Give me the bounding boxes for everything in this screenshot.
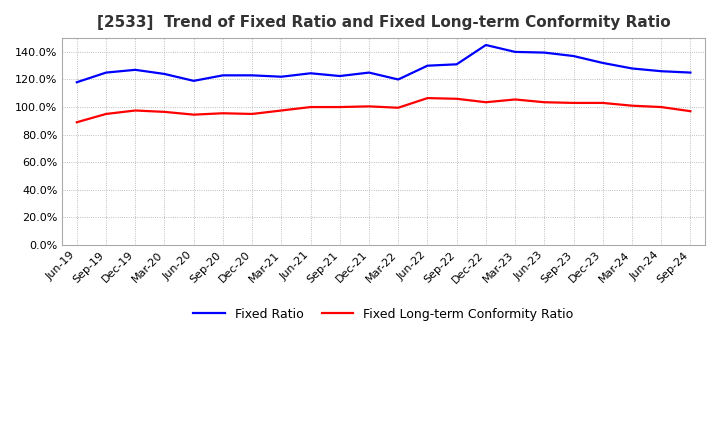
Fixed Ratio	[73, 80, 81, 85]
Fixed Long-term Conformity Ratio	[394, 105, 402, 110]
Fixed Long-term Conformity Ratio	[686, 109, 695, 114]
Fixed Long-term Conformity Ratio	[510, 97, 519, 102]
Fixed Ratio	[248, 73, 256, 78]
Fixed Ratio	[160, 71, 168, 77]
Fixed Ratio	[219, 73, 228, 78]
Fixed Long-term Conformity Ratio	[306, 104, 315, 110]
Fixed Ratio	[102, 70, 110, 75]
Fixed Ratio	[657, 69, 665, 74]
Fixed Long-term Conformity Ratio	[657, 104, 665, 110]
Fixed Long-term Conformity Ratio	[365, 104, 374, 109]
Fixed Long-term Conformity Ratio	[423, 95, 432, 101]
Fixed Long-term Conformity Ratio	[102, 111, 110, 117]
Fixed Ratio	[452, 62, 461, 67]
Fixed Long-term Conformity Ratio	[248, 111, 256, 117]
Fixed Long-term Conformity Ratio	[482, 99, 490, 105]
Fixed Ratio	[510, 49, 519, 55]
Fixed Ratio	[570, 53, 578, 59]
Fixed Ratio	[482, 42, 490, 48]
Fixed Long-term Conformity Ratio	[219, 110, 228, 116]
Line: Fixed Ratio: Fixed Ratio	[77, 45, 690, 82]
Title: [2533]  Trend of Fixed Ratio and Fixed Long-term Conformity Ratio: [2533] Trend of Fixed Ratio and Fixed Lo…	[96, 15, 670, 30]
Fixed Long-term Conformity Ratio	[277, 108, 286, 113]
Fixed Ratio	[131, 67, 140, 73]
Fixed Long-term Conformity Ratio	[628, 103, 636, 108]
Fixed Ratio	[365, 70, 374, 75]
Fixed Long-term Conformity Ratio	[570, 100, 578, 106]
Fixed Long-term Conformity Ratio	[73, 120, 81, 125]
Fixed Long-term Conformity Ratio	[160, 109, 168, 114]
Fixed Ratio	[336, 73, 344, 79]
Fixed Long-term Conformity Ratio	[598, 100, 607, 106]
Fixed Long-term Conformity Ratio	[336, 104, 344, 110]
Fixed Ratio	[423, 63, 432, 68]
Fixed Ratio	[598, 60, 607, 66]
Fixed Ratio	[394, 77, 402, 82]
Line: Fixed Long-term Conformity Ratio: Fixed Long-term Conformity Ratio	[77, 98, 690, 122]
Fixed Long-term Conformity Ratio	[189, 112, 198, 117]
Fixed Ratio	[277, 74, 286, 79]
Fixed Long-term Conformity Ratio	[452, 96, 461, 102]
Fixed Long-term Conformity Ratio	[540, 99, 549, 105]
Fixed Long-term Conformity Ratio	[131, 108, 140, 113]
Fixed Ratio	[306, 71, 315, 76]
Fixed Ratio	[628, 66, 636, 71]
Fixed Ratio	[540, 50, 549, 55]
Fixed Ratio	[686, 70, 695, 75]
Legend: Fixed Ratio, Fixed Long-term Conformity Ratio: Fixed Ratio, Fixed Long-term Conformity …	[189, 303, 579, 326]
Fixed Ratio	[189, 78, 198, 84]
